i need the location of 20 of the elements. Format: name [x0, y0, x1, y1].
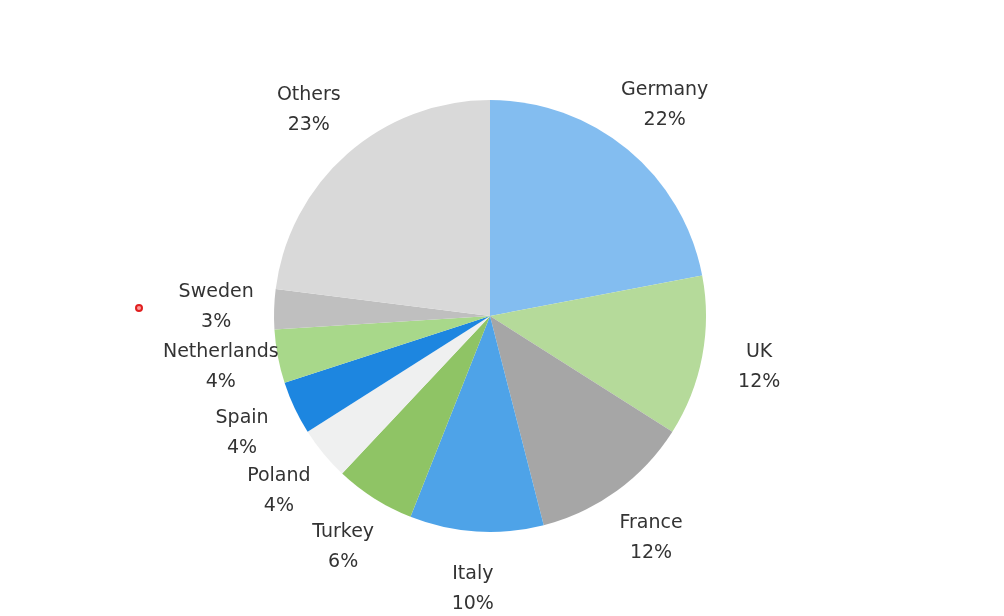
slice-label: Turkey	[311, 519, 375, 542]
slice-label: Poland	[247, 462, 311, 485]
slice-label: Sweden	[178, 279, 254, 302]
data-label: 12%	[629, 539, 673, 562]
slice-label: Germany	[620, 76, 709, 99]
slice-label: Netherlands	[162, 339, 279, 362]
data-label: 3%	[201, 309, 232, 332]
data-label: 22%	[643, 106, 686, 129]
data-label: 6%	[328, 549, 359, 572]
slice-label: Spain	[215, 404, 269, 427]
data-label: 4%	[263, 492, 294, 515]
data-label: 12%	[738, 369, 781, 392]
slice-label: Italy	[452, 561, 494, 584]
data-label: 23%	[287, 112, 330, 135]
slice-label: Others	[276, 82, 341, 105]
slice-label: UK	[745, 339, 773, 362]
slice-label: France	[619, 509, 683, 532]
data-label: 10%	[451, 591, 494, 614]
data-label: 4%	[205, 369, 236, 392]
data-label: 4%	[227, 434, 258, 457]
